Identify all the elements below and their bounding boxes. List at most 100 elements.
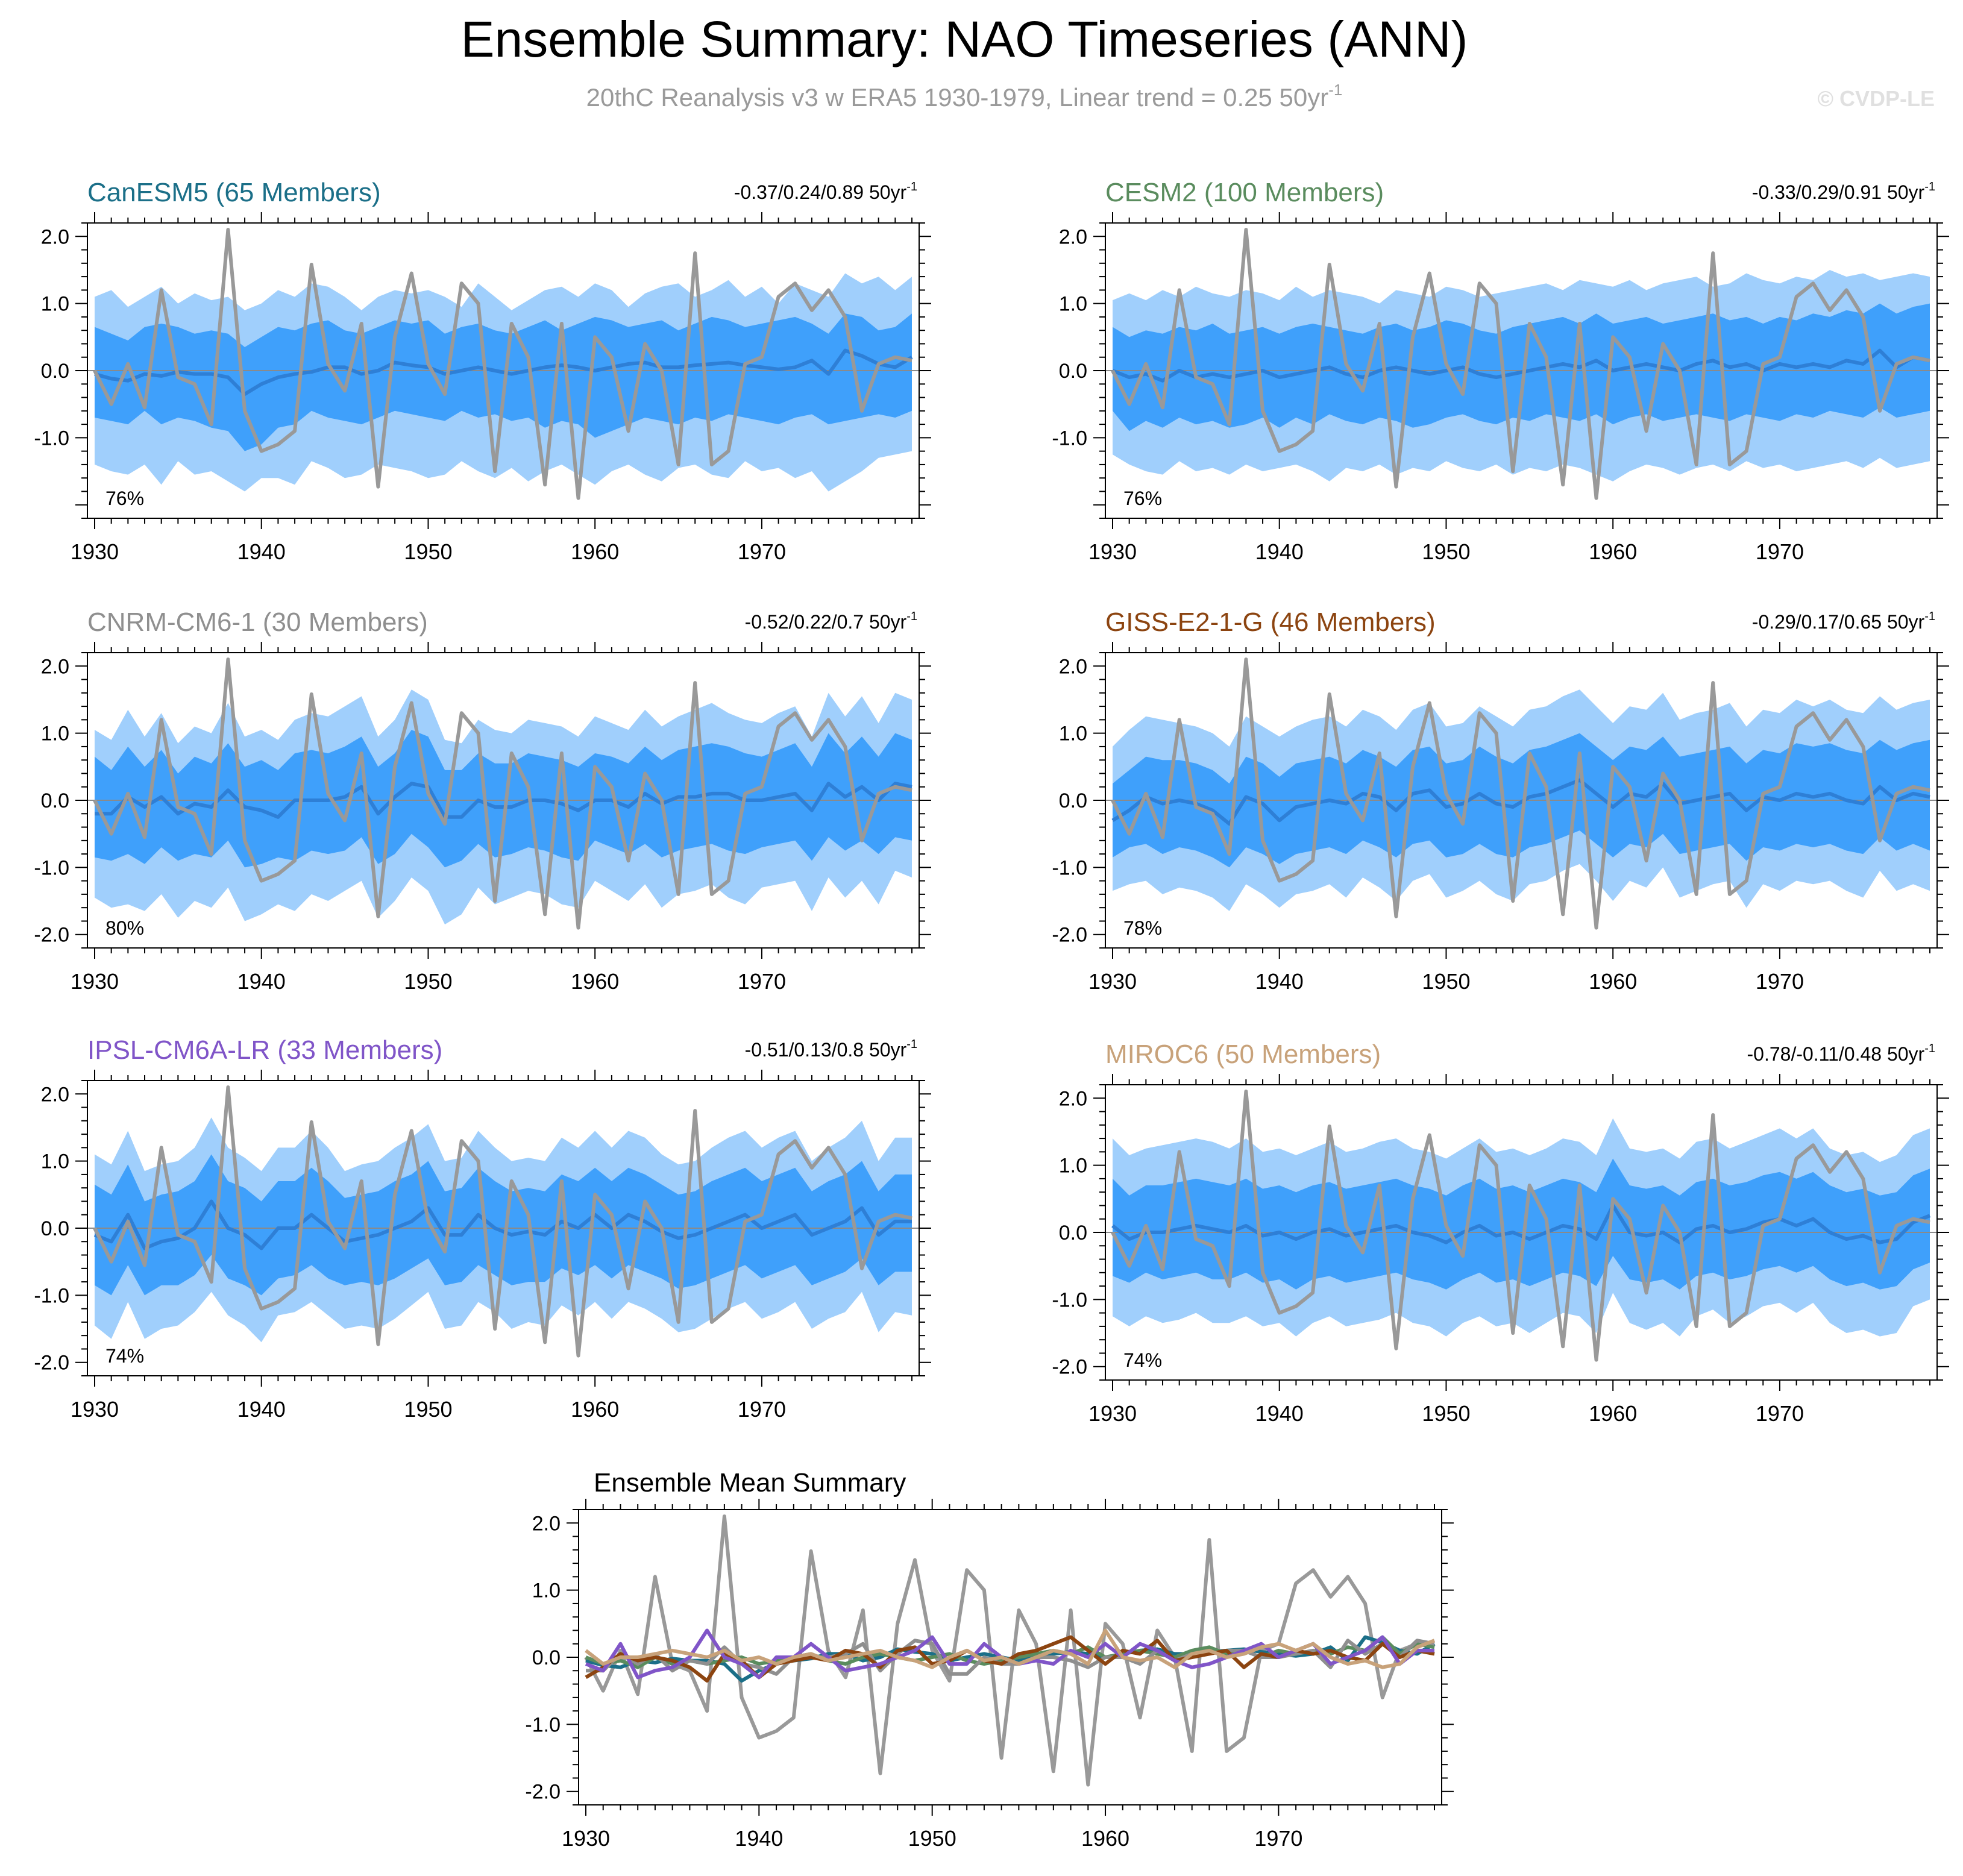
x-tick-label: 1970 bbox=[738, 969, 786, 994]
x-tick-label: 1940 bbox=[237, 1397, 286, 1422]
x-tick-label: 1940 bbox=[1255, 1401, 1304, 1426]
trend-stats-text: -0.51/0.13/0.8 50yr bbox=[745, 1039, 907, 1061]
panel-ipsl-cm6a-lr: IPSL-CM6A-LR (33 Members) -0.51/0.13/0.8 … bbox=[34, 1035, 931, 1422]
y-tick-label: 1.0 bbox=[1059, 293, 1087, 316]
plot-area bbox=[87, 1085, 919, 1358]
y-tick-label: 0.0 bbox=[41, 360, 69, 383]
trend-stats: -0.33/0.29/0.91 50yr-1 bbox=[1752, 180, 1935, 203]
y-tick-label: 1.0 bbox=[532, 1580, 561, 1602]
x-tick-label: 1930 bbox=[1088, 1401, 1137, 1426]
y-tick-label: 2.0 bbox=[41, 655, 69, 678]
x-tick-label: 1940 bbox=[237, 539, 286, 564]
percent-label: 76% bbox=[105, 488, 144, 509]
observed-line bbox=[93, 1085, 912, 1358]
y-tick-label: -2.0 bbox=[1052, 1356, 1087, 1379]
trend-stats: -0.29/0.17/0.65 50yr-1 bbox=[1752, 610, 1935, 633]
watermark-text: © CVDP-LE bbox=[1817, 86, 1935, 111]
y-tick-label: -1.0 bbox=[1052, 856, 1087, 879]
y-tick-label: 1.0 bbox=[41, 723, 69, 745]
percent-label: 80% bbox=[105, 917, 144, 939]
x-tick-label: 1960 bbox=[571, 969, 619, 994]
x-tick-label: 1960 bbox=[1589, 969, 1637, 994]
x-tick-label: 1930 bbox=[71, 539, 119, 564]
trend-stats-sup: -1 bbox=[906, 180, 917, 193]
panel-title: Ensemble Mean Summary bbox=[594, 1468, 906, 1498]
panel-title: MIROC6 (50 Members) bbox=[1105, 1040, 1381, 1069]
panel-ensemble-mean-summary: Ensemble Mean Summary2.01.00.0-1.0-2.019… bbox=[525, 1468, 1454, 1851]
figure-subtitle-text: 20thC Reanalysis v3 w ERA5 1930-1979, Li… bbox=[586, 83, 1329, 111]
trend-stats-sup: -1 bbox=[906, 1038, 917, 1051]
trend-stats-sup: -1 bbox=[1924, 610, 1935, 623]
observed-line bbox=[1111, 228, 1930, 500]
y-tick-label: 1.0 bbox=[41, 1150, 69, 1173]
plot-area bbox=[584, 1514, 1436, 1787]
x-tick-label: 1940 bbox=[1255, 539, 1304, 564]
panel-miroc6: MIROC6 (50 Members) -0.78/-0.11/0.48 50yr… bbox=[1052, 1040, 1949, 1426]
panel-title: CNRM-CM6-1 (30 Members) bbox=[87, 607, 428, 637]
x-tick-label: 1970 bbox=[1254, 1826, 1302, 1851]
observed-line bbox=[1111, 657, 1930, 930]
ensemble-mean-line bbox=[95, 782, 912, 819]
observed-line bbox=[1111, 1090, 1930, 1362]
observed-line bbox=[93, 657, 912, 930]
y-tick-label: -1.0 bbox=[1052, 1288, 1087, 1311]
x-tick-label: 1950 bbox=[1422, 539, 1470, 564]
trend-stats-text: -0.78/-0.11/0.48 50yr bbox=[1747, 1043, 1925, 1065]
y-tick-label: 2.0 bbox=[41, 225, 69, 248]
y-tick-label: 0.0 bbox=[1059, 1222, 1087, 1244]
ensemble-mean-line bbox=[93, 1199, 912, 1250]
x-tick-label: 1960 bbox=[571, 539, 619, 564]
x-tick-label: 1950 bbox=[404, 969, 452, 994]
y-tick-label: 0.0 bbox=[41, 789, 69, 812]
y-tick-label: 2.0 bbox=[1059, 1087, 1087, 1110]
panel-title: CanESM5 (65 Members) bbox=[87, 178, 381, 207]
panel-giss-e2-1-g: GISS-E2-1-G (46 Members) -0.29/0.17/0.65 … bbox=[1052, 607, 1949, 994]
ensemble-mean-line bbox=[1111, 1203, 1931, 1244]
series-line-cnrm-cm6-1 bbox=[586, 1639, 1435, 1676]
y-tick-label: 1.0 bbox=[1059, 723, 1087, 745]
ensemble-mean-line bbox=[1111, 778, 1930, 826]
trend-stats: -0.78/-0.11/0.48 50yr-1 bbox=[1747, 1042, 1936, 1065]
x-tick-label: 1940 bbox=[735, 1826, 783, 1851]
x-tick-label: 1950 bbox=[908, 1826, 956, 1851]
plot-area bbox=[1105, 1090, 1937, 1362]
y-tick-label: -2.0 bbox=[34, 1352, 69, 1375]
plot-area bbox=[87, 657, 919, 930]
x-tick-label: 1950 bbox=[1422, 1401, 1470, 1426]
y-tick-label: -2.0 bbox=[34, 924, 69, 947]
trend-stats-text: -0.37/0.24/0.89 50yr bbox=[734, 181, 907, 203]
x-tick-label: 1940 bbox=[237, 969, 286, 994]
panel-title: GISS-E2-1-G (46 Members) bbox=[1105, 607, 1436, 637]
trend-stats-sup: -1 bbox=[1924, 1042, 1935, 1055]
figure-subtitle: 20thC Reanalysis v3 w ERA5 1930-1979, Li… bbox=[586, 81, 1343, 111]
y-tick-label: 0.0 bbox=[41, 1217, 69, 1240]
y-tick-label: -1.0 bbox=[1052, 427, 1087, 450]
panel-cnrm-cm6-1: CNRM-CM6-1 (30 Members) -0.52/0.22/0.7 50… bbox=[34, 607, 931, 994]
panel-title: IPSL-CM6A-LR (33 Members) bbox=[87, 1035, 442, 1065]
observed-line bbox=[584, 1514, 1435, 1787]
y-tick-label: 0.0 bbox=[1059, 360, 1087, 383]
x-tick-label: 1960 bbox=[1589, 1401, 1637, 1426]
plot-area bbox=[87, 228, 919, 500]
x-tick-label: 1970 bbox=[1756, 539, 1804, 564]
y-tick-label: 1.0 bbox=[1059, 1155, 1087, 1178]
trend-stats-sup: -1 bbox=[1924, 180, 1935, 193]
y-tick-label: 2.0 bbox=[1059, 225, 1087, 248]
x-tick-label: 1930 bbox=[71, 1397, 119, 1422]
plot-area bbox=[1105, 228, 1937, 500]
trend-stats-text: -0.52/0.22/0.7 50yr bbox=[745, 611, 907, 633]
panel-title: CESM2 (100 Members) bbox=[1105, 178, 1384, 207]
panel-canesm5: CanESM5 (65 Members) -0.37/0.24/0.89 50yr… bbox=[34, 178, 931, 564]
x-tick-label: 1970 bbox=[738, 539, 786, 564]
x-tick-label: 1950 bbox=[1422, 969, 1470, 994]
x-tick-label: 1970 bbox=[1756, 1401, 1804, 1426]
y-tick-label: -2.0 bbox=[1052, 924, 1087, 947]
x-tick-label: 1940 bbox=[1255, 969, 1304, 994]
figure-subtitle-sup: -1 bbox=[1328, 81, 1342, 99]
figure-title: Ensemble Summary: NAO Timeseries (ANN) bbox=[460, 11, 1468, 67]
x-tick-label: 1970 bbox=[738, 1397, 786, 1422]
ensemble-mean-line bbox=[1111, 348, 1930, 383]
trend-stats-text: -0.33/0.29/0.91 50yr bbox=[1752, 181, 1925, 203]
trend-stats: -0.37/0.24/0.89 50yr-1 bbox=[734, 180, 917, 203]
